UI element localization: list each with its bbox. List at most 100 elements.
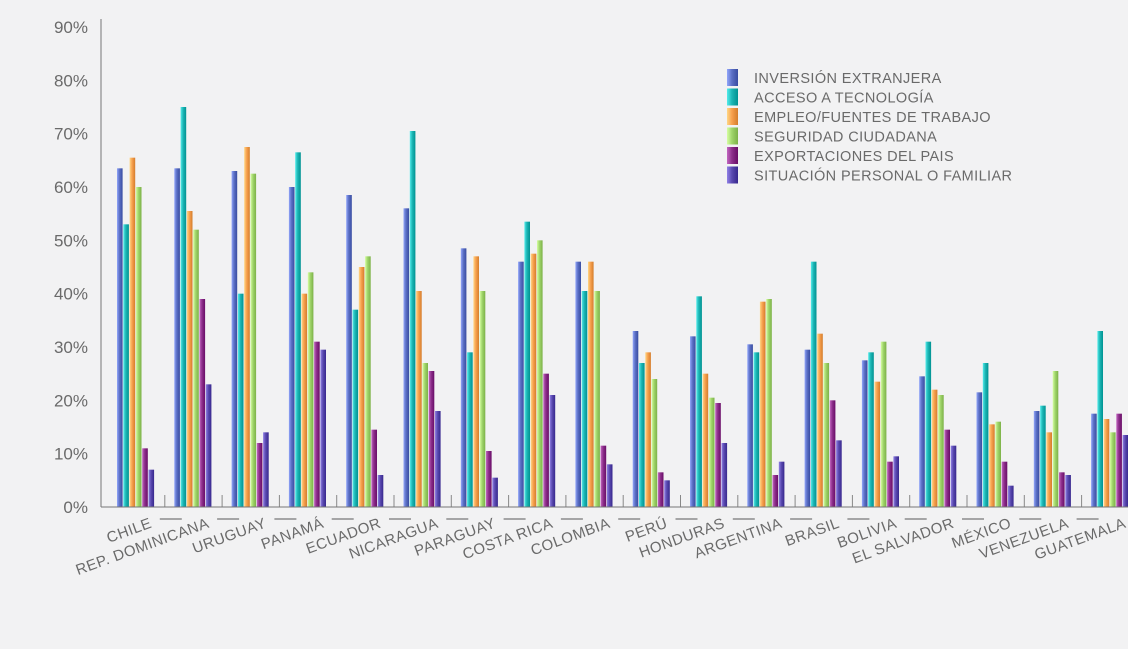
bar <box>747 344 753 507</box>
bar <box>314 341 320 507</box>
y-tick-label: 20% <box>54 391 88 410</box>
bar <box>1103 419 1110 507</box>
bar <box>320 349 326 507</box>
legend-swatch <box>727 127 738 145</box>
bar <box>989 424 995 507</box>
bar <box>492 477 498 507</box>
bar <box>244 147 250 507</box>
bar <box>237 293 244 507</box>
bar <box>702 373 709 507</box>
bar <box>250 173 257 508</box>
y-tick-label: 0% <box>63 498 88 517</box>
bar <box>117 168 123 507</box>
bar <box>142 448 148 507</box>
bar <box>664 480 670 507</box>
legend-swatch <box>727 166 738 184</box>
bar <box>479 291 486 507</box>
bar <box>460 248 467 507</box>
bar <box>371 429 377 507</box>
bar <box>721 443 728 507</box>
bar <box>868 352 874 507</box>
bar <box>600 445 607 507</box>
bar <box>804 349 811 507</box>
bar <box>817 333 823 507</box>
bar <box>588 261 594 507</box>
bar <box>518 261 524 507</box>
bar <box>193 229 199 508</box>
legend-label: EMPLEO/FUENTES DE TRABAJO <box>754 110 991 126</box>
bar <box>690 336 696 507</box>
bar <box>1033 411 1040 507</box>
bar <box>129 157 136 508</box>
y-tick-label: 70% <box>54 125 88 144</box>
bar <box>135 187 142 507</box>
legend-swatch <box>727 69 738 86</box>
bar <box>823 363 830 507</box>
bar <box>645 352 651 507</box>
bar <box>766 299 772 507</box>
bar <box>307 272 314 507</box>
bar <box>1040 405 1046 507</box>
y-tick-label: 40% <box>54 285 88 304</box>
bar <box>180 107 187 507</box>
bar <box>759 301 766 507</box>
bar <box>950 445 957 507</box>
bar <box>995 421 1001 507</box>
bar <box>938 395 944 507</box>
legend-swatch <box>727 108 738 125</box>
y-tick-label: 90% <box>54 18 88 37</box>
bar <box>377 475 384 507</box>
bar <box>1065 475 1071 507</box>
bar <box>708 397 715 507</box>
y-tick-label: 60% <box>54 178 88 197</box>
bar <box>696 296 702 507</box>
bar <box>435 411 441 507</box>
y-tick-label: 10% <box>54 445 88 464</box>
legend-label: SEGURIDAD CIUDADANA <box>754 130 937 146</box>
bar <box>186 211 193 507</box>
bar <box>486 451 492 507</box>
bar <box>1001 461 1008 507</box>
bar <box>403 208 410 507</box>
bar <box>256 443 263 507</box>
bar <box>1110 432 1116 507</box>
bar <box>651 379 658 507</box>
bar <box>880 341 887 507</box>
bar <box>123 224 129 507</box>
bar <box>594 291 600 507</box>
bar <box>288 187 295 507</box>
bar <box>1052 371 1059 507</box>
bar <box>772 475 779 507</box>
bar <box>982 363 989 507</box>
bar <box>174 168 180 507</box>
bar <box>606 464 613 507</box>
bar <box>778 461 785 507</box>
bar <box>467 352 473 507</box>
bar <box>428 371 435 507</box>
legend-label: ACCESO A TECNOLOGÍA <box>754 90 934 107</box>
bar <box>352 309 359 507</box>
bar <box>1091 413 1097 507</box>
bar <box>893 456 899 507</box>
legend-swatch <box>727 147 738 164</box>
bar <box>1097 331 1103 507</box>
bar <box>295 152 301 507</box>
bar <box>549 395 556 507</box>
bar <box>416 291 422 507</box>
bar <box>931 389 938 507</box>
bar <box>575 261 581 507</box>
bar <box>1008 485 1014 507</box>
bar <box>358 267 365 507</box>
bar <box>1059 472 1065 507</box>
y-tick-label: 80% <box>54 71 88 90</box>
bar <box>887 461 893 507</box>
bar <box>231 171 238 507</box>
legend-label: SITUACIÓN PERSONAL O FAMILIAR <box>754 168 1012 185</box>
bar <box>829 400 836 507</box>
bar <box>1046 432 1052 507</box>
bar <box>301 293 308 507</box>
bar <box>919 376 925 507</box>
bar <box>365 256 371 507</box>
